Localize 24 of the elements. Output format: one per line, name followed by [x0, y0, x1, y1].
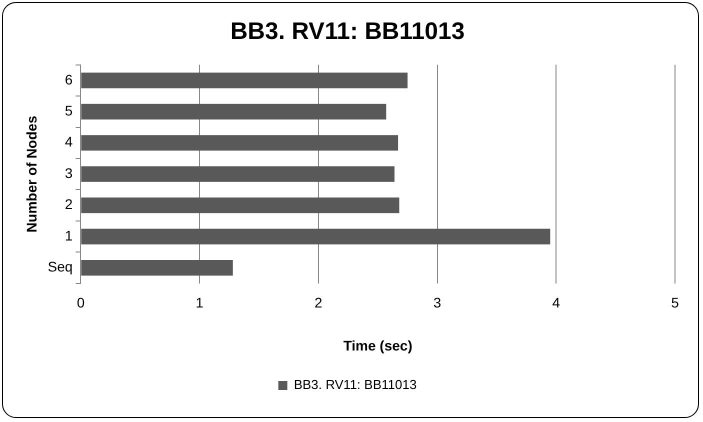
- x-tick-label: 3: [433, 294, 442, 311]
- legend-label: BB3. RV11: BB11013: [294, 377, 417, 392]
- y-tick-label: 1: [64, 227, 73, 244]
- bar: [81, 228, 550, 244]
- y-tick-label: 3: [64, 164, 73, 181]
- bar: [81, 72, 408, 88]
- x-tick-label: 2: [314, 294, 323, 311]
- bar: [81, 104, 386, 120]
- chart-title: BB3. RV11: BB11013: [230, 18, 465, 46]
- bar: [81, 260, 233, 276]
- y-tick-label: 5: [64, 102, 73, 118]
- x-tick-label: 4: [552, 294, 560, 311]
- bar: [81, 166, 394, 182]
- y-tick-label: Seq: [48, 258, 73, 275]
- y-tick-label: 4: [64, 134, 73, 150]
- x-tick-label: 1: [196, 294, 204, 311]
- x-tick-label: 0: [76, 294, 85, 311]
- y-tick-label: 2: [64, 196, 73, 212]
- y-axis-title: Number of Nodes: [23, 116, 40, 232]
- bar: [81, 198, 400, 214]
- y-tick-label: 6: [64, 71, 73, 88]
- x-tick-label: 5: [671, 294, 680, 311]
- bar: [81, 135, 398, 151]
- x-axis-title: Time (sec): [343, 337, 412, 354]
